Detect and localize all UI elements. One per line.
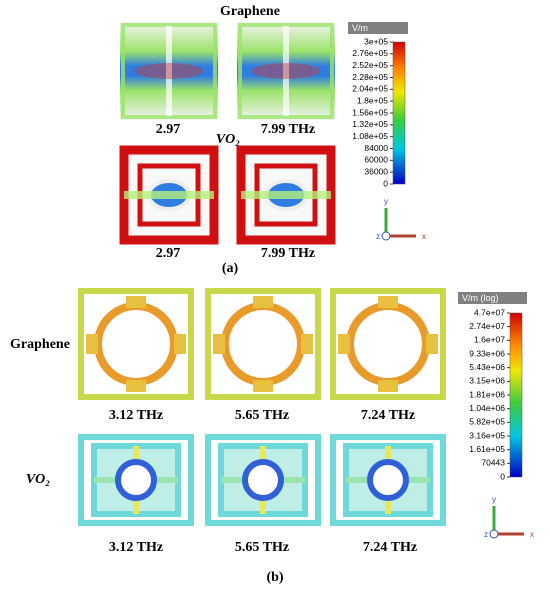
map-stub	[426, 334, 438, 354]
colorbar-tick-label: 0	[383, 178, 388, 188]
frequency-label: 7.99 THz	[261, 246, 315, 261]
colorbar-unit: V/m	[352, 23, 368, 33]
panel-a-title: Graphene	[220, 4, 280, 19]
colorbar-tick-label: 4.7e+07	[474, 307, 505, 317]
frequency-label: 3.12 THz	[109, 408, 163, 423]
colorbar-tick-label: 70443	[481, 458, 505, 468]
map-stub	[253, 380, 273, 392]
colorbar-tick-label: 5.43e+06	[469, 362, 505, 372]
colorbar	[392, 41, 406, 185]
axis-label: y	[384, 197, 388, 206]
frequency-label: 2.97	[156, 122, 181, 137]
map-frame	[78, 288, 194, 400]
frequency-label: 5.65 THz	[235, 540, 289, 555]
map-arm	[241, 191, 331, 199]
field-map	[78, 434, 194, 526]
frequency-label: 2.97	[156, 246, 181, 261]
colorbar	[509, 312, 523, 478]
colorbar-tick-label: 5.82e+05	[469, 417, 505, 427]
colorbar-tick-label: 9.33e+06	[469, 348, 505, 358]
map-frame	[330, 434, 446, 526]
colorbar-unit: V/m (log)	[462, 293, 499, 303]
panel-b-material: Graphene	[10, 337, 70, 352]
map-arm	[283, 26, 289, 116]
map-stub	[126, 380, 146, 392]
colorbar-tick-label: 1.81e+06	[469, 389, 505, 399]
colorbar-tick-label: 84000	[364, 143, 388, 153]
map-stub	[86, 334, 98, 354]
map-frame	[205, 434, 321, 526]
frequency-label: 7.24 THz	[363, 540, 417, 555]
colorbar-tick-label: 60000	[364, 155, 388, 165]
panel-b-material: VO₂	[26, 472, 50, 487]
panel-b-caption: (b)	[266, 570, 283, 585]
field-map	[119, 145, 219, 245]
map-hot	[134, 63, 204, 79]
map-stub	[213, 334, 225, 354]
field-map	[78, 288, 194, 400]
panel-a-caption: (a)	[222, 261, 239, 276]
map-stub	[126, 296, 146, 308]
map-arm	[124, 191, 214, 199]
axis-label: x	[530, 530, 534, 539]
colorbar-tick-label: 0	[500, 471, 505, 481]
colorbar-tick-label: 2.76e+05	[352, 48, 388, 58]
axis-label: x	[422, 232, 426, 241]
map-stub	[378, 380, 398, 392]
map-hot	[251, 63, 321, 79]
colorbar-tick-label: 1.61e+05	[469, 444, 505, 454]
field-map	[120, 22, 218, 120]
frequency-label: 5.65 THz	[235, 408, 289, 423]
map-frame	[238, 23, 334, 119]
map-arm	[166, 26, 172, 116]
map-frame	[78, 434, 194, 526]
colorbar-tick-label: 2.74e+07	[469, 321, 505, 331]
colorbar-tick-label: 2.04e+05	[352, 84, 388, 94]
colorbar-header	[458, 292, 527, 304]
field-map	[236, 145, 336, 245]
frequency-label: 7.24 THz	[361, 408, 415, 423]
map-stub	[174, 334, 186, 354]
field-map	[330, 434, 446, 526]
map-stub	[253, 296, 273, 308]
map-ring	[115, 459, 157, 501]
colorbar-tick-label: 2.28e+05	[352, 72, 388, 82]
field-map	[205, 434, 321, 526]
field-map	[237, 22, 335, 120]
map-stub	[301, 334, 313, 354]
colorbar-tick-label: 36000	[364, 166, 388, 176]
axis-origin	[381, 231, 391, 241]
map-frame	[330, 288, 446, 400]
colorbar-tick-label: 3e+05	[364, 36, 388, 46]
colorbar-tick-label: 2.52e+05	[352, 60, 388, 70]
axis-label: z	[484, 530, 488, 539]
map-frame	[121, 23, 217, 119]
frequency-label: 7.99 THz	[261, 122, 315, 137]
colorbar-tick-label: 1.56e+05	[352, 107, 388, 117]
colorbar-tick-label: 1.08e+05	[352, 131, 388, 141]
panel-a-material: VO₂	[216, 132, 240, 147]
map-ring	[242, 459, 284, 501]
map-stub	[338, 334, 350, 354]
axis-label: y	[492, 495, 496, 504]
colorbar-tick-label: 1.6e+07	[474, 335, 505, 345]
colorbar-tick-label: 1.32e+05	[352, 119, 388, 129]
field-map	[205, 288, 321, 400]
colorbar-tick-label: 1.8e+05	[357, 95, 388, 105]
colorbar-tick-label: 1.04e+06	[469, 403, 505, 413]
map-frame	[205, 288, 321, 400]
map-ring	[367, 459, 409, 501]
axis-label: z	[376, 232, 380, 241]
field-map	[330, 288, 446, 400]
frequency-label: 3.12 THz	[109, 540, 163, 555]
colorbar-header	[348, 22, 408, 34]
colorbar-tick-label: 3.16e+05	[469, 430, 505, 440]
colorbar-tick-label: 3.15e+06	[469, 376, 505, 386]
axis-origin	[489, 529, 499, 539]
map-stub	[378, 296, 398, 308]
